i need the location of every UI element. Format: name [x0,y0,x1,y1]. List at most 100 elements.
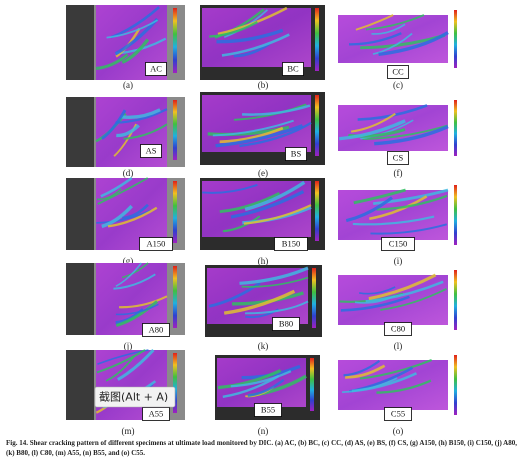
color-bar [454,100,457,156]
specimen-label: BC [287,63,299,73]
specimen-label-box [384,322,412,336]
dic-image [338,10,457,68]
specimen-label: A80 [149,324,164,334]
crack-band [121,38,150,64]
crack-band [101,109,127,140]
crack-band [354,295,396,304]
color-bar [173,181,177,243]
dic-image [66,262,185,335]
crack-band [100,176,133,198]
crack-band [365,14,425,31]
dic-image [338,355,457,415]
crack-band [370,223,448,235]
crack-band [209,21,258,38]
crack-band [247,378,285,397]
crack-band [369,195,428,221]
dic-image [200,178,325,250]
crack-band [115,303,159,316]
crack-band [230,370,292,388]
specimen-label: B150 [282,238,300,248]
crack-band [216,28,284,44]
panel-label: (l) [394,341,403,351]
specimen-label: C150 [389,238,407,248]
crack-band [116,124,140,138]
specimen-label: A55 [149,408,164,418]
specimen-label-box [384,407,412,421]
panel-label: (f) [394,168,403,178]
crack-band [107,206,158,228]
panel-label: (e) [258,168,268,178]
crack-band [359,286,396,295]
crack-band [117,348,155,381]
panel-label: (k) [258,341,269,351]
color-bar [173,266,177,328]
specimen-label: B55 [261,404,275,414]
crack-band [360,119,414,140]
specimen-label-box [142,323,170,337]
panel-label: (o) [393,426,404,436]
strain-field [338,360,448,410]
specimen-label: B80 [279,318,293,328]
specimen-label: CC [392,66,404,76]
figure: AC (a) BC (b) CC (c) AS (d) BS (e) CS (f) A150 (g) B15… [66,5,457,436]
color-bar [454,355,457,415]
crack-band [233,103,307,121]
dic-image [205,265,322,337]
crack-band [221,33,290,57]
crack-band [95,53,129,70]
figure-caption: Fig. 14. Shear cracking pattern of diffe… [6,439,517,457]
crack-band [122,203,149,220]
crack-band [222,215,261,233]
dic-image [215,355,320,420]
crack-band [96,188,122,201]
crack-band [244,180,306,212]
specimen-label-box [274,237,308,251]
specimen-label: C80 [391,323,405,333]
strain-field [338,190,448,240]
specimen-label-box [381,237,415,251]
crack-band [245,300,309,315]
screenshot-tooltip: 截图(Alt + A) [99,390,168,404]
specimen-label-box [139,237,173,251]
crack-band [349,32,402,46]
crack-band [376,379,432,394]
dic-image [66,97,185,167]
photo-shadow [66,5,94,80]
specimen-label-box [387,151,409,165]
crack-band [368,273,437,301]
crack-band [219,192,281,214]
color-bar [173,8,177,73]
crack-band [239,266,309,285]
strain-field [338,105,448,151]
specimen-label: C55 [391,408,405,418]
dic-image [338,270,457,330]
crack-band [362,124,448,140]
specimen-label: BS [291,148,302,158]
crack-band [115,300,159,327]
crack-band [376,194,448,211]
crack-band [378,31,449,56]
crack-band [355,14,394,31]
crack-band [352,215,435,226]
color-bar [173,100,177,160]
color-bar [315,95,319,156]
specimen-label-box [272,317,300,331]
specimen-label-box [254,403,282,417]
dic-image [338,185,457,245]
specimen-label-box [145,62,167,76]
crack-band [372,32,413,55]
photo-shadow [66,350,94,420]
panel-label: (i) [394,256,403,266]
crack-band [113,273,156,290]
photo-shadow [66,178,94,250]
crack-band [119,295,168,309]
crack-band [241,104,311,116]
crack-band [223,289,296,315]
photo-shadow [66,97,94,167]
crack-band [105,355,136,382]
color-bar [454,10,457,68]
crack-band [121,262,149,279]
crack-band [208,281,261,308]
specimen-label: CS [393,152,404,162]
